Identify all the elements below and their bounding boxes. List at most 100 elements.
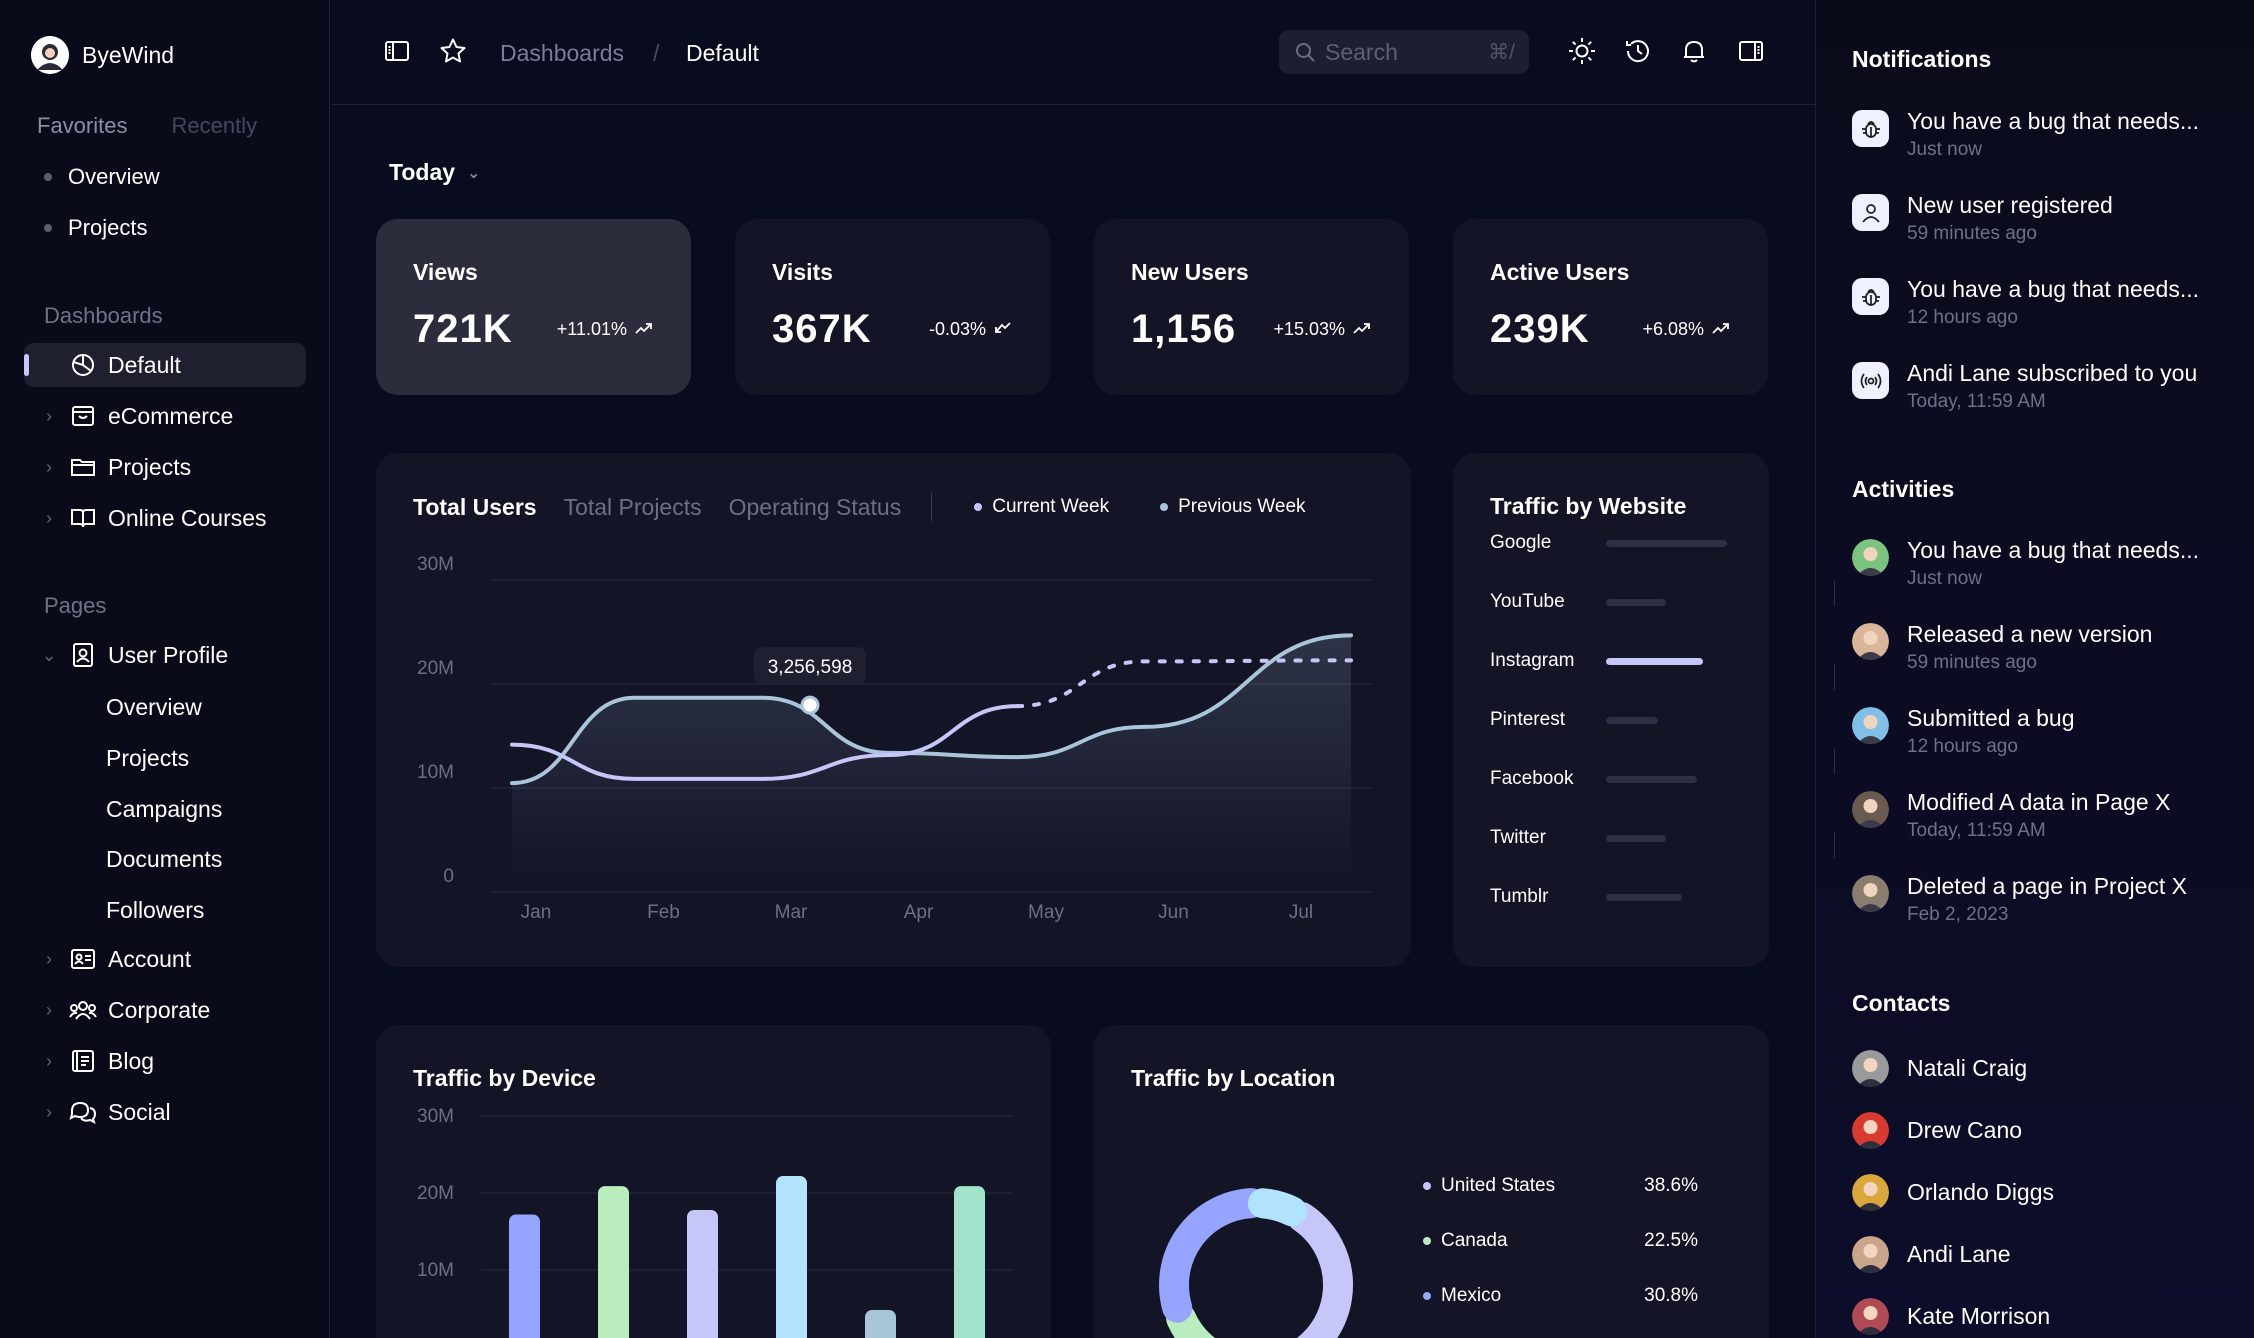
contacts-title: Contacts	[1852, 990, 1951, 1016]
y-tick-label: 30M	[417, 554, 454, 575]
x-tick-label: Mar	[775, 902, 808, 923]
stat-card-views[interactable]: Views 721K +11.01%	[376, 219, 691, 395]
contact-item[interactable]: Andi Lane	[1852, 1236, 2011, 1273]
donut-slice[interactable]	[1159, 1188, 1267, 1323]
bell-icon[interactable]	[1679, 36, 1709, 66]
activity-item[interactable]: You have a bug that needs... Just now	[1852, 537, 2232, 597]
chevron-right-icon[interactable]: ›	[46, 1050, 52, 1071]
avatar	[1852, 1298, 1889, 1335]
activity-item[interactable]: Released a new version 59 minutes ago	[1852, 621, 2232, 681]
right-panel-toggle-icon[interactable]	[1736, 36, 1766, 66]
sidebar-item-ecommerce[interactable]: › eCommerce	[24, 394, 306, 438]
donut-slice[interactable]	[1247, 1188, 1307, 1227]
chevron-right-icon[interactable]: ›	[46, 999, 52, 1020]
sidebar-subitem-documents[interactable]: Documents	[106, 846, 223, 872]
legend-label: Current Week	[992, 496, 1110, 517]
chevron-right-icon[interactable]: ›	[46, 405, 52, 426]
bar[interactable]	[598, 1186, 629, 1338]
notification-item[interactable]: You have a bug that needs... 12 hours ag…	[1852, 276, 2232, 336]
bar[interactable]	[687, 1209, 718, 1338]
sidebar-subitem-projects[interactable]: Projects	[106, 745, 190, 771]
donut-slice[interactable]	[1166, 1303, 1266, 1338]
search-input[interactable]	[1325, 38, 1475, 66]
shopping-bag-icon	[68, 401, 98, 431]
notification-time: Today, 11:59 AM	[1907, 391, 2046, 412]
bar[interactable]	[509, 1214, 540, 1338]
activity-time: 12 hours ago	[1907, 736, 2018, 757]
sidebar-item-blog[interactable]: › Blog	[24, 1039, 306, 1083]
search-icon	[1293, 40, 1317, 64]
bar[interactable]	[776, 1176, 807, 1338]
avatar	[1852, 539, 1889, 576]
legend-dot	[1423, 1237, 1431, 1245]
favorite-item-overview[interactable]: Overview	[44, 164, 160, 190]
contact-item[interactable]: Natali Craig	[1852, 1050, 2027, 1087]
sidebar-toggle-icon[interactable]	[382, 36, 412, 66]
contact-item[interactable]: Kate Morrison	[1852, 1298, 2050, 1335]
sidebar-item-user-profile[interactable]: ⌄ User Profile	[24, 633, 306, 677]
notification-item[interactable]: You have a bug that needs... Just now	[1852, 108, 2232, 168]
trend-up-icon	[1353, 319, 1371, 340]
stat-change: +15.03%	[1273, 319, 1371, 340]
history-icon[interactable]	[1623, 36, 1653, 66]
chat-bubbles-icon	[68, 1097, 98, 1127]
activity-item[interactable]: Submitted a bug 12 hours ago	[1852, 705, 2232, 765]
bar[interactable]	[865, 1310, 896, 1338]
donut-slice[interactable]	[1277, 1202, 1353, 1338]
brand[interactable]: ByeWind	[31, 36, 174, 74]
favorite-item-projects[interactable]: Projects	[44, 215, 147, 241]
bullet-dot	[44, 224, 52, 232]
stat-card-visits[interactable]: Visits 367K -0.03%	[735, 219, 1050, 395]
sidebar-item-account[interactable]: › Account	[24, 937, 306, 981]
sidebar-item-corporate[interactable]: › Corporate	[24, 988, 306, 1032]
location-name: Canada	[1441, 1230, 1508, 1251]
date-filter-dropdown[interactable]: Today ⌄	[389, 159, 480, 186]
stat-title: Visits	[772, 259, 833, 285]
favorite-label: Overview	[68, 164, 160, 189]
activity-item[interactable]: Modified A data in Page X Today, 11:59 AM	[1852, 789, 2232, 849]
contact-name: Kate Morrison	[1907, 1303, 2051, 1329]
breadcrumb-default[interactable]: Default	[686, 40, 759, 66]
activity-time: Just now	[1907, 568, 1982, 589]
sun-icon[interactable]	[1567, 36, 1597, 66]
sidebar-item-default[interactable]: › Default	[24, 343, 306, 387]
sidebar-item-label: eCommerce	[108, 402, 234, 429]
chevron-right-icon[interactable]: ›	[46, 456, 52, 477]
notification-item[interactable]: Andi Lane subscribed to you Today, 11:59…	[1852, 360, 2232, 420]
stat-change-value: +11.01%	[556, 319, 627, 339]
tab-recently[interactable]: Recently	[171, 113, 258, 138]
contact-item[interactable]: Orlando Diggs	[1852, 1174, 2054, 1211]
sidebar-subitem-followers[interactable]: Followers	[106, 897, 205, 923]
chevron-right-icon[interactable]: ›	[46, 507, 52, 528]
tab-total-projects[interactable]: Total Projects	[563, 493, 702, 520]
notification-item[interactable]: New user registered 59 minutes ago	[1852, 192, 2232, 252]
section-label-dashboards: Dashboards	[44, 303, 163, 328]
contact-item[interactable]: Drew Cano	[1852, 1112, 2022, 1149]
tab-operating-status[interactable]: Operating Status	[728, 493, 902, 520]
sidebar-item-label: Account	[108, 945, 192, 972]
tab-favorites[interactable]: Favorites	[37, 113, 128, 138]
data-point-marker[interactable]	[800, 695, 820, 715]
search-box[interactable]: ⌘/	[1279, 30, 1529, 74]
stat-card-active-users[interactable]: Active Users 239K +6.08%	[1453, 219, 1768, 395]
location-value: 38.6%	[1644, 1175, 1698, 1196]
website-row: Instagram	[1490, 646, 1735, 676]
sidebar-item-online-courses[interactable]: › Online Courses	[24, 496, 306, 540]
traffic-by-location-panel: Traffic by Location	[1094, 1025, 1769, 1338]
tab-total-users[interactable]: Total Users	[413, 493, 537, 520]
breadcrumb-dashboards[interactable]: Dashboards	[500, 40, 625, 66]
chevron-right-icon[interactable]: ›	[46, 948, 52, 969]
chevron-right-icon[interactable]: ›	[46, 1101, 52, 1122]
stat-card-new-users[interactable]: New Users 1,156 +15.03%	[1094, 219, 1409, 395]
activity-item[interactable]: Deleted a page in Project X Feb 2, 2023	[1852, 873, 2232, 933]
star-icon[interactable]	[438, 36, 468, 66]
bar[interactable]	[954, 1186, 985, 1338]
series-line-previous-week	[510, 633, 1353, 786]
sidebar-item-social[interactable]: › Social	[24, 1090, 306, 1134]
sidebar-item-projects[interactable]: › Projects	[24, 445, 306, 489]
sidebar-subitem-overview[interactable]: Overview	[106, 694, 202, 720]
chevron-down-icon[interactable]: ⌄	[41, 644, 57, 665]
trend-down-icon	[994, 319, 1012, 340]
sidebar-subitem-campaigns[interactable]: Campaigns	[106, 796, 223, 822]
